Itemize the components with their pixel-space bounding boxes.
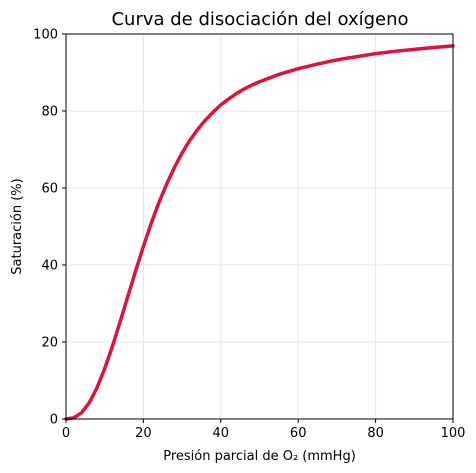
y-tick-label: 40 xyxy=(41,259,58,274)
x-tick-label: 100 xyxy=(441,426,466,441)
y-axis-title: Saturación (%) xyxy=(10,178,25,274)
y-tick-label: 60 xyxy=(41,182,58,197)
x-tick-label: 0 xyxy=(62,426,70,441)
x-tick-label: 80 xyxy=(367,426,384,441)
y-axis: 0 20 40 60 80 100 xyxy=(33,28,66,428)
x-tick-label: 40 xyxy=(213,426,230,441)
x-axis-title: Presión parcial de O₂ (mmHg) xyxy=(163,449,356,464)
y-tick-label: 0 xyxy=(50,413,58,428)
grid xyxy=(65,33,454,420)
plot-frame xyxy=(65,33,454,420)
x-tick-label: 20 xyxy=(135,426,152,441)
x-tick-label: 60 xyxy=(290,426,307,441)
x-axis: 0 20 40 60 80 100 xyxy=(62,419,466,441)
chart-title: Curva de disociación del oxígeno xyxy=(111,9,408,30)
y-tick-label: 20 xyxy=(41,336,58,351)
y-tick-label: 100 xyxy=(33,28,58,43)
y-tick-label: 80 xyxy=(41,105,58,120)
series-line xyxy=(64,44,455,421)
